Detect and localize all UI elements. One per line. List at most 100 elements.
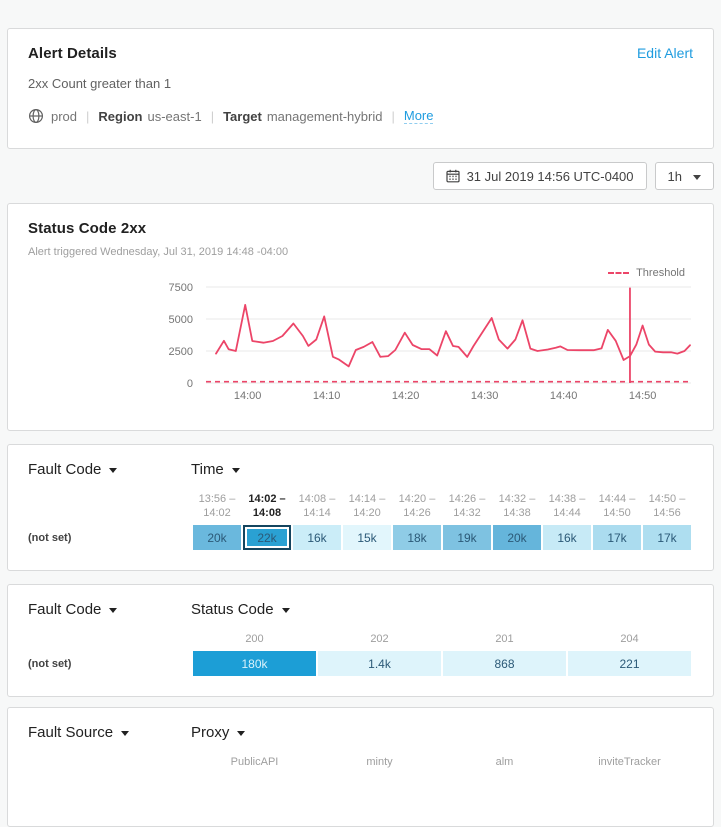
y-axis-tick-label: 0 <box>187 378 193 390</box>
proxy-heatmap-grid: PublicAPI minty alm inviteTracker <box>28 755 693 774</box>
edit-alert-link[interactable]: Edit Alert <box>636 45 693 61</box>
alert-meta: prod | Region us-east-1 | Target managem… <box>28 108 693 124</box>
time-range-to: 14:32 <box>453 507 481 519</box>
time-range-to: 14:50 <box>603 507 631 519</box>
time-range-header: 14:14 – 14:20 <box>343 492 391 520</box>
time-range-from: 14:20 – <box>398 493 436 505</box>
y-axis-tick-label: 5000 <box>169 314 193 326</box>
heatmap-cell[interactable]: 18k <box>393 525 441 550</box>
x-axis-tick-label: 14:10 <box>313 390 341 402</box>
time-toolbar: 31 Jul 2019 14:56 UTC-0400 1h <box>7 162 714 190</box>
status-code-header: 201 <box>495 633 514 645</box>
time-range-from: 14:14 – <box>348 493 386 505</box>
fault-code-dropdown-label: Fault Code <box>28 461 102 478</box>
row-label-not-set: (not set) <box>28 657 72 670</box>
chevron-down-icon <box>693 174 701 180</box>
status-code-header: 200 <box>245 633 264 645</box>
time-range-to: 14:08 <box>252 507 282 519</box>
time-range-from: 13:56 – <box>198 493 236 505</box>
time-range-from: 14:26 – <box>448 493 486 505</box>
heatmap-cell[interactable]: 221 <box>568 651 691 676</box>
heatmap-cell[interactable]: 180k <box>193 651 316 676</box>
time-range-header: 14:38 – 14:44 <box>543 492 591 520</box>
fault-code-status-card: Fault Code Status Code 200 202 201 204 (not … <box>7 584 714 697</box>
time-range-header: 14:20 – 14:26 <box>393 492 441 520</box>
environment-value: prod <box>51 108 78 124</box>
datetime-value: 31 Jul 2019 14:56 UTC-0400 <box>466 168 634 184</box>
line-chart: 0 2500 5000 7500 14:00 14:10 14:20 14:30 14:40 14… <box>169 282 691 402</box>
time-range-from: 14:08 – <box>298 493 336 505</box>
chevron-down-icon <box>109 468 118 473</box>
threshold-dash-icon <box>608 272 630 274</box>
time-range-header: 14:08 – 14:14 <box>293 492 341 520</box>
heatmap-cell[interactable]: 15k <box>343 525 391 550</box>
threshold-legend-label: Threshold <box>636 267 685 279</box>
proxy-dropdown[interactable]: Proxy <box>191 724 246 741</box>
fault-code-dropdown[interactable]: Fault Code <box>28 601 191 618</box>
chevron-down-icon <box>237 731 246 736</box>
time-range-from: 14:50 – <box>648 493 686 505</box>
fault-source-dropdown[interactable]: Fault Source <box>28 724 191 741</box>
series-2xx-line <box>215 303 691 368</box>
time-range-to: 14:26 <box>403 507 431 519</box>
x-axis-tick-label: 14:00 <box>234 390 262 402</box>
heatmap-cell[interactable]: 16k <box>293 525 341 550</box>
proxy-header: PublicAPI <box>230 756 279 768</box>
time-range-header: 14:44 – 14:50 <box>593 492 641 520</box>
chevron-down-icon <box>109 608 118 613</box>
status-code-chart-card: Status Code 2xx Alert triggered Wednesda… <box>7 203 714 431</box>
separator: | <box>210 108 215 124</box>
separator: | <box>86 108 90 124</box>
chart-title: Status Code 2xx <box>28 220 147 237</box>
time-range-from: 14:02 – <box>248 493 286 505</box>
time-range-to: 14:14 <box>303 507 331 519</box>
fault-source-dropdown-label: Fault Source <box>28 724 114 741</box>
row-label-not-set: (not set) <box>28 531 72 544</box>
region-value: us-east-1 <box>147 108 202 124</box>
status-code-header: 202 <box>370 633 389 645</box>
region-label: Region <box>98 108 143 124</box>
proxy-dropdown-label: Proxy <box>191 724 230 741</box>
time-range-header: 14:26 – 14:32 <box>443 492 491 520</box>
chevron-down-icon <box>281 608 290 613</box>
range-select-button[interactable]: 1h <box>654 162 714 190</box>
time-dropdown[interactable]: Time <box>191 461 240 478</box>
alert-triggered-text: Alert triggered Wednesday, Jul 31, 2019 … <box>28 246 289 258</box>
globe-icon <box>28 108 44 124</box>
chart-legend: Threshold <box>28 266 693 280</box>
heatmap-cell[interactable]: 16k <box>543 525 591 550</box>
chevron-down-icon <box>231 468 240 473</box>
datetime-picker-button[interactable]: 31 Jul 2019 14:56 UTC-0400 <box>432 162 647 190</box>
status-heatmap-grid: 200 202 201 204 (not set) 180k 1.4k 868 221 <box>28 632 693 676</box>
time-dropdown-label: Time <box>191 461 224 478</box>
time-range-to: 14:38 <box>503 507 531 519</box>
more-link[interactable]: More <box>403 107 434 124</box>
alert-details-card: Alert Details Edit Alert 2xx Count great… <box>7 28 714 149</box>
heatmap-cell[interactable]: 20k <box>493 525 541 550</box>
heatmap-cell[interactable]: 868 <box>443 651 566 676</box>
fault-code-dropdown-label: Fault Code <box>28 601 102 618</box>
time-range-to: 14:20 <box>353 507 381 519</box>
time-range-to: 14:56 <box>653 507 681 519</box>
time-range-header: 13:56 – 14:02 <box>193 492 241 520</box>
page-title: Alert Details <box>28 45 117 62</box>
time-range-from: 14:32 – <box>498 493 536 505</box>
heatmap-cell[interactable]: 20k <box>193 525 241 550</box>
fault-code-dropdown[interactable]: Fault Code <box>28 461 191 478</box>
time-range-header: 14:32 – 14:38 <box>493 492 541 520</box>
alert-condition: 2xx Count greater than 1 <box>28 76 172 91</box>
time-range-to: 14:02 <box>203 507 231 519</box>
x-axis-tick-label: 14:20 <box>392 390 420 402</box>
status-code-dropdown[interactable]: Status Code <box>191 601 290 618</box>
status-code-dropdown-label: Status Code <box>191 601 274 618</box>
heatmap-cell[interactable]: 17k <box>593 525 641 550</box>
heatmap-cell[interactable]: 1.4k <box>318 651 441 676</box>
heatmap-cell[interactable]: 17k <box>643 525 691 550</box>
heatmap-cell[interactable]: 19k <box>443 525 491 550</box>
y-axis-tick-label: 7500 <box>169 282 193 294</box>
calendar-icon <box>445 169 460 183</box>
proxy-header: minty <box>366 756 393 768</box>
x-axis-tick-label: 14:50 <box>629 390 657 402</box>
heatmap-cell[interactable]: 22k <box>243 525 291 550</box>
